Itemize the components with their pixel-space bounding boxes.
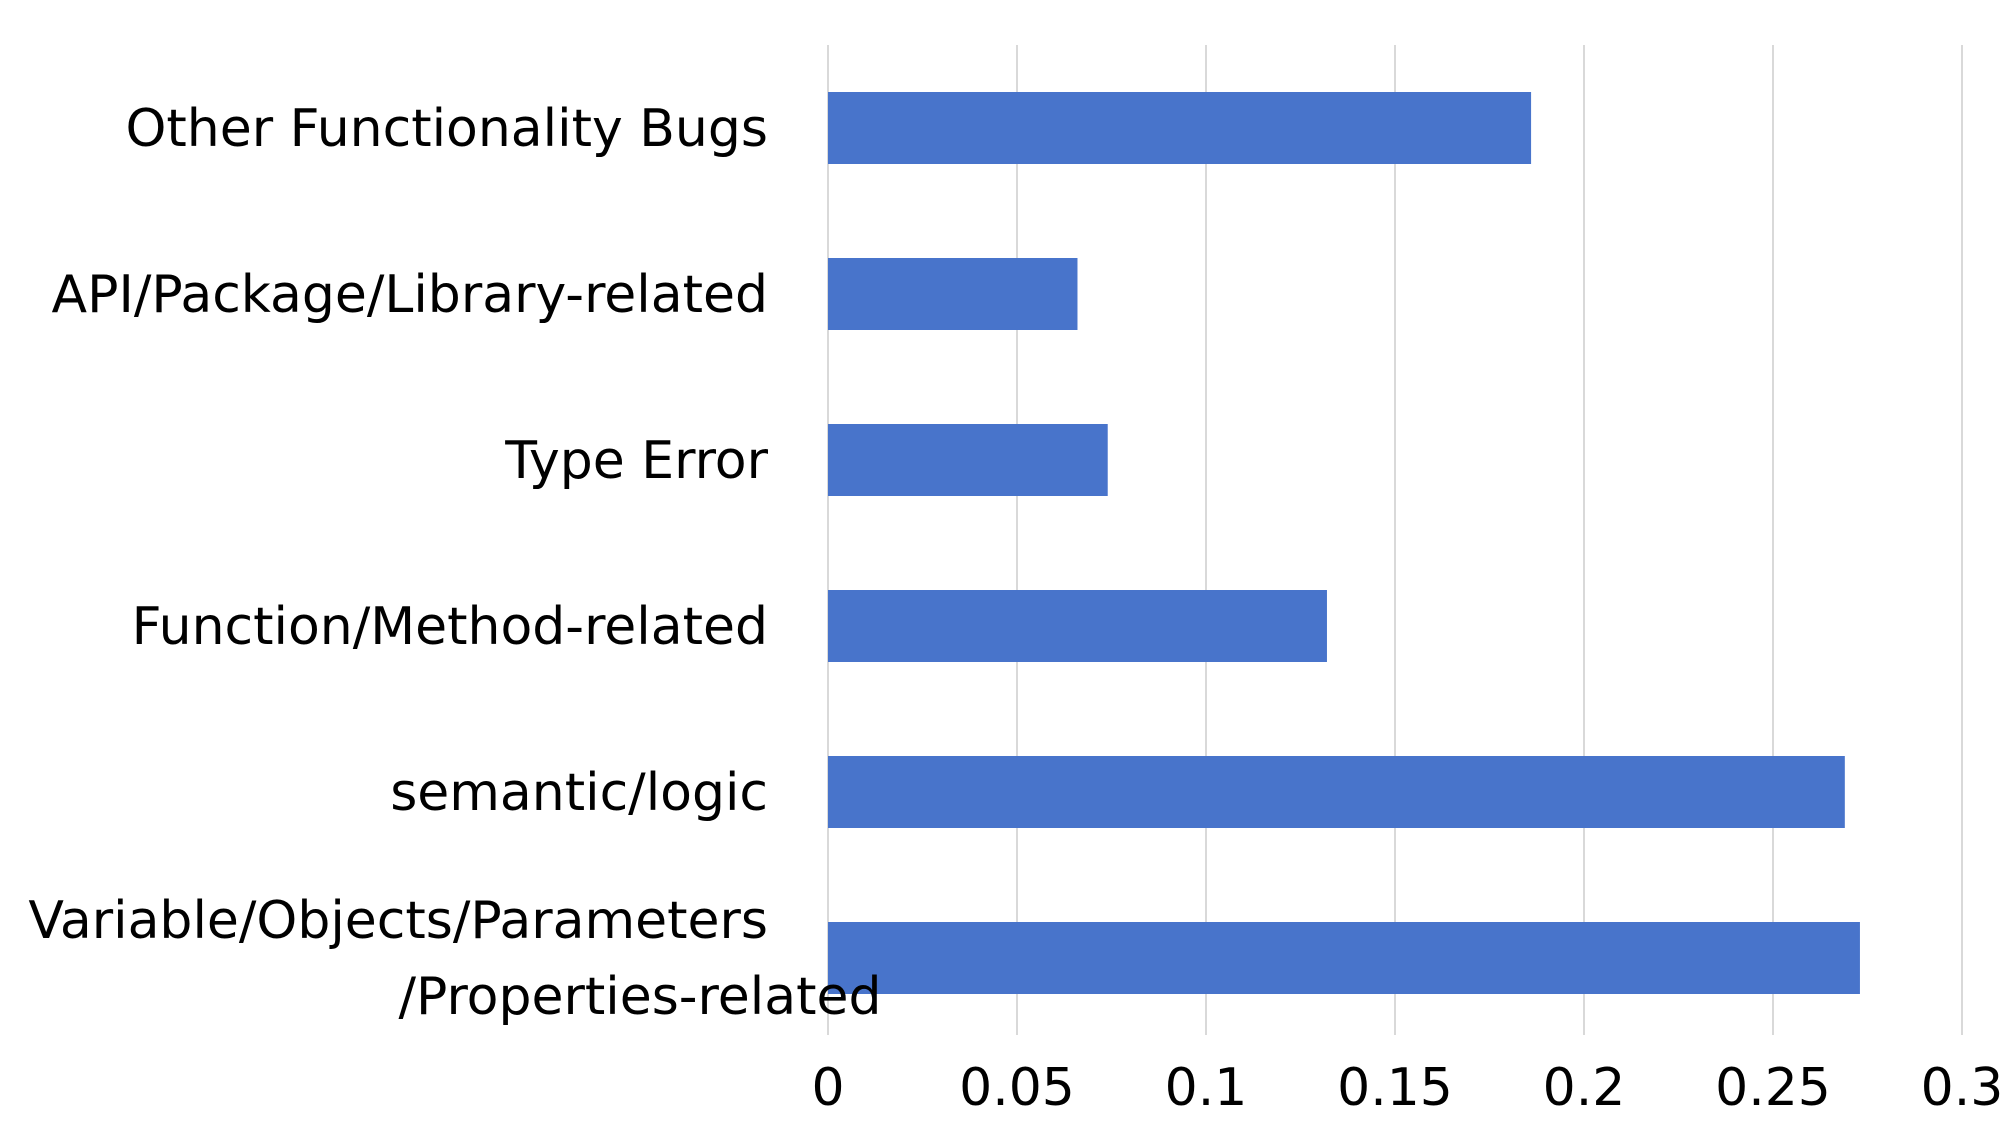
bar <box>828 424 1108 496</box>
x-tick-label: 0.25 <box>1715 1058 1831 1118</box>
category-labels: Other Functionality Bugs API/Package/Libr… <box>28 99 881 1027</box>
category-label: API/Package/Library-related <box>52 265 768 325</box>
bar <box>828 258 1078 330</box>
category-label: Variable/Objects/Parameters <box>28 891 768 951</box>
gridlines <box>827 45 1963 1035</box>
x-axis-ticks: 0 0.05 0.1 0.15 0.2 0.25 0.3 <box>811 1058 2000 1118</box>
bar <box>828 92 1532 164</box>
category-label: /Properties-related <box>398 967 881 1027</box>
category-label: semantic/logic <box>390 763 768 823</box>
x-tick-label: 0.1 <box>1165 1058 1248 1118</box>
x-tick-label: 0 <box>811 1058 844 1118</box>
category-label: Type Error <box>504 431 768 491</box>
x-tick-label: 0.3 <box>1921 1058 2000 1118</box>
bars <box>828 92 1860 994</box>
x-tick-label: 0.2 <box>1543 1058 1626 1118</box>
x-tick-label: 0.15 <box>1337 1058 1453 1118</box>
category-label: Function/Method-related <box>132 597 768 657</box>
bar <box>828 922 1860 994</box>
bar <box>828 756 1845 828</box>
x-tick-label: 0.05 <box>959 1058 1075 1118</box>
category-label: Other Functionality Bugs <box>125 99 768 159</box>
bar <box>828 590 1327 662</box>
